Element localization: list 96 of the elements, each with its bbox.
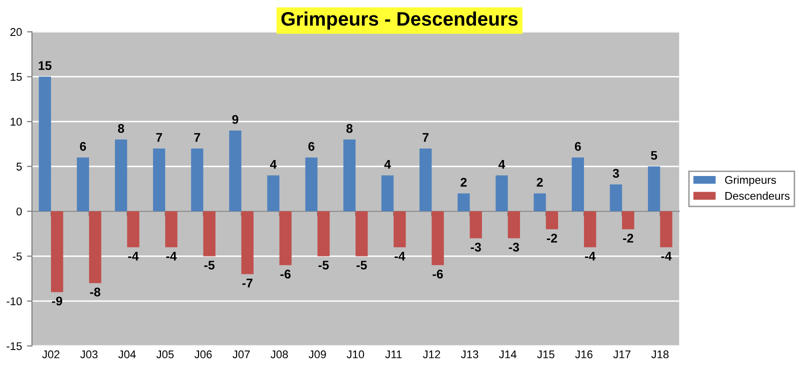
chart-title: Grimpeurs - Descendeurs — [281, 12, 518, 30]
x-tick-label: J11 — [385, 350, 402, 358]
x-tick-label: J06 — [194, 350, 212, 358]
bar — [610, 184, 622, 212]
legend-label: Descendeurs — [725, 192, 790, 200]
bar — [420, 148, 432, 212]
bar — [165, 211, 178, 248]
data-label: -2 — [623, 234, 634, 242]
y-tick-label: 10 — [10, 118, 22, 126]
data-label: -6 — [432, 270, 443, 279]
data-label: 4 — [384, 160, 391, 169]
data-label: 3 — [612, 168, 619, 178]
data-label: 6 — [80, 142, 86, 151]
data-label: -4 — [661, 252, 672, 260]
data-label: -9 — [52, 296, 62, 306]
data-label: 2 — [536, 178, 543, 187]
bar — [203, 211, 216, 256]
bar — [114, 140, 128, 212]
bar — [317, 211, 330, 256]
bar — [38, 76, 51, 212]
data-label: 7 — [156, 133, 162, 142]
data-label: -4 — [128, 252, 139, 260]
x-tick-label: J15 — [537, 350, 554, 358]
x-tick-label: J07 — [232, 350, 250, 358]
y-tick-label: 5 — [16, 162, 22, 171]
bar — [432, 211, 444, 266]
data-label: -3 — [508, 242, 520, 252]
bar — [458, 193, 470, 212]
x-tick-label: J08 — [270, 350, 288, 358]
data-label: -8 — [90, 288, 100, 296]
data-label: 4 — [270, 160, 277, 169]
bar — [394, 211, 406, 248]
bar — [496, 175, 508, 212]
bar — [153, 148, 166, 212]
data-label: -5 — [318, 260, 329, 270]
bar — [534, 193, 546, 212]
bar — [356, 211, 368, 256]
data-label: -4 — [585, 252, 596, 260]
data-label: -2 — [546, 234, 558, 242]
data-label: 15 — [38, 61, 52, 70]
data-label: 9 — [232, 115, 238, 124]
bar — [508, 211, 520, 238]
x-tick-label: J14 — [499, 350, 516, 358]
bar — [89, 211, 102, 284]
y-tick-label: 0 — [16, 208, 22, 216]
data-label: 2 — [460, 178, 467, 187]
bar — [50, 211, 64, 292]
y-tick-label: 15 — [10, 73, 22, 81]
bar — [546, 211, 558, 230]
bar — [584, 211, 596, 248]
x-tick-label: J18 — [651, 350, 669, 358]
y-tick-label: -5 — [12, 252, 22, 260]
bar — [572, 157, 584, 212]
data-label: 8 — [346, 124, 353, 133]
bar — [267, 175, 280, 212]
bar — [305, 157, 318, 212]
data-label: 4 — [498, 160, 506, 169]
data-label: -7 — [242, 278, 252, 288]
x-tick-label: J05 — [156, 350, 174, 358]
data-label: -3 — [470, 242, 481, 252]
legend-label: Grimpeurs — [725, 176, 776, 186]
bar — [229, 130, 242, 212]
x-tick-label: J03 — [80, 350, 98, 358]
y-tick-label: -15 — [6, 342, 22, 350]
y-tick-label: -10 — [6, 297, 22, 306]
data-label: 8 — [118, 124, 124, 133]
x-tick-label: J16 — [575, 350, 592, 358]
data-label: 6 — [308, 142, 314, 151]
data-label: -4 — [394, 252, 406, 260]
data-label: -4 — [166, 252, 177, 260]
x-tick-label: J10 — [346, 350, 364, 358]
bar — [343, 140, 356, 212]
y-tick-label: 20 — [10, 28, 22, 36]
bar — [76, 157, 90, 212]
bar — [470, 211, 482, 238]
bar — [127, 211, 140, 248]
x-tick-label: J04 — [118, 350, 136, 358]
data-label: -5 — [204, 260, 215, 270]
x-tick-label: J13 — [460, 350, 478, 358]
bar — [622, 211, 634, 230]
bar — [191, 148, 204, 212]
bar — [648, 166, 660, 212]
bar — [279, 211, 292, 266]
data-label: 5 — [650, 151, 658, 160]
x-tick-label: J17 — [613, 350, 630, 358]
x-tick-label: J09 — [308, 350, 326, 358]
data-label: 6 — [574, 142, 581, 151]
data-label: -6 — [280, 270, 291, 279]
bar — [241, 211, 254, 274]
data-label: 7 — [422, 133, 429, 142]
data-label: 7 — [194, 133, 200, 142]
data-label: -5 — [356, 260, 367, 270]
x-tick-label: J12 — [422, 350, 440, 358]
bar — [381, 175, 394, 212]
bar — [660, 211, 672, 248]
x-tick-label: J02 — [42, 350, 60, 358]
